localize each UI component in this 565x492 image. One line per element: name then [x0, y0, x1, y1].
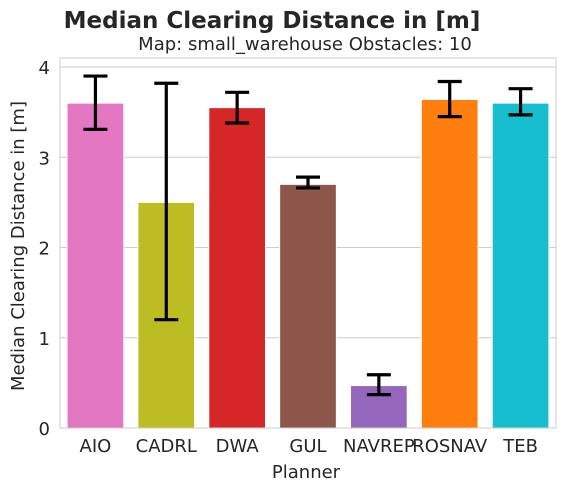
bar-rosnav	[420, 99, 479, 429]
x-tick-label: CADRL	[136, 436, 197, 457]
x-tick-label: GUL	[289, 436, 326, 457]
y-tick-label: 3	[39, 148, 50, 169]
x-tick-label: TEB	[502, 436, 538, 457]
bar-teb	[491, 102, 550, 429]
x-tick-label: NAVREP	[343, 436, 415, 457]
y-tick-label: 0	[39, 419, 50, 440]
x-axis-label: Planner	[272, 462, 341, 483]
y-axis-label: Median Clearing Distance in [m]	[8, 101, 29, 391]
error-bars	[83, 74, 533, 397]
bar-aio	[66, 102, 125, 429]
y-tick-label: 1	[39, 329, 50, 350]
y-tick-labels: 0 1 2 3 4	[39, 58, 50, 440]
y-tick-label: 4	[39, 58, 50, 79]
chart-title: Median Clearing Distance in [m]	[64, 8, 481, 34]
plot-frame	[59, 57, 557, 429]
bar-dwa	[208, 107, 266, 429]
x-tick-label: AIO	[80, 436, 112, 457]
bars	[66, 99, 550, 429]
x-tick-label: ROSNAV	[412, 436, 488, 457]
y-tick-label: 2	[39, 239, 50, 260]
chart-subtitle: Map: small_warehouse Obstacles: 10	[138, 34, 472, 55]
bar-gul	[279, 183, 337, 429]
x-tick-label: DWA	[216, 436, 260, 457]
